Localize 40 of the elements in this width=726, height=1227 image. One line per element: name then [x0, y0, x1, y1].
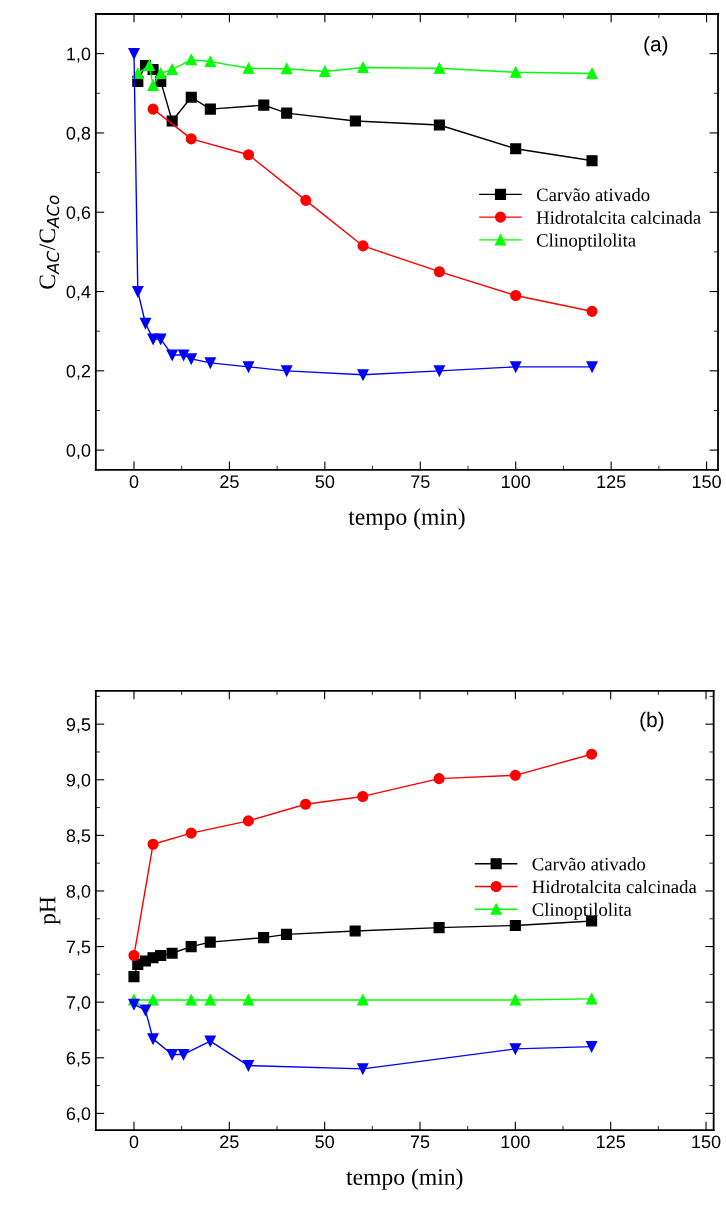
- y-tick-label: 0,2: [66, 364, 91, 380]
- legend-label: Clinoptilolita: [536, 233, 636, 251]
- x-tick-label: 75: [411, 475, 430, 489]
- x-tick-label: 100: [501, 1135, 530, 1149]
- x-tick-label: 125: [597, 475, 626, 489]
- x-tick-label: 150: [692, 475, 721, 489]
- y-tick-label: 0,0: [66, 444, 91, 459]
- x-tick-label: 0: [129, 1135, 139, 1149]
- x-axis-title: tempo (min): [346, 1168, 463, 1190]
- y-tick-label: 6,5: [66, 1051, 91, 1067]
- y-tick-label: 6,0: [66, 1107, 91, 1123]
- y-tick-label: 8,0: [66, 884, 91, 900]
- legend-label: Hidrotalcita calcinada: [532, 880, 697, 894]
- x-tick-label: 50: [315, 475, 335, 489]
- y-axis-title: C$_{AC}$/C$_{ACo}$: [39, 195, 60, 289]
- legend-label: Carvão ativado: [536, 187, 650, 202]
- y-tick-label: 0,8: [66, 126, 91, 142]
- x-tick-label: 150: [692, 1135, 721, 1149]
- x-tick-label: 75: [410, 1135, 430, 1149]
- y-tick-label: 9,5: [66, 718, 91, 734]
- annotation: (a): [644, 36, 668, 56]
- y-tick-label: 1,0: [67, 47, 91, 63]
- legend-label: Hidrotalcita calcinada: [536, 210, 701, 224]
- x-tick-label: 125: [597, 1135, 625, 1149]
- x-tick-label: 25: [220, 1135, 239, 1149]
- y-tick-label: 0,4: [66, 285, 91, 301]
- x-tick-label: 100: [502, 475, 531, 489]
- x-tick-label: 0: [129, 475, 139, 489]
- x-tick-label: 50: [315, 1135, 334, 1149]
- y-tick-label: 9,0: [66, 773, 91, 789]
- legend-label: Carvão ativado: [532, 857, 646, 871]
- y-tick-label: 7,0: [66, 996, 91, 1012]
- annotation: (b): [640, 711, 664, 732]
- y-axis-title: pH: [39, 896, 61, 925]
- y-tick-label: 0,6: [66, 206, 91, 222]
- y-tick-label: 8,5: [66, 829, 91, 845]
- y-tick-label: 7,5: [66, 940, 91, 956]
- x-axis-title: tempo (min): [348, 508, 465, 530]
- legend-label: Clinoptilolita: [532, 902, 632, 920]
- x-tick-label: 25: [220, 475, 239, 489]
